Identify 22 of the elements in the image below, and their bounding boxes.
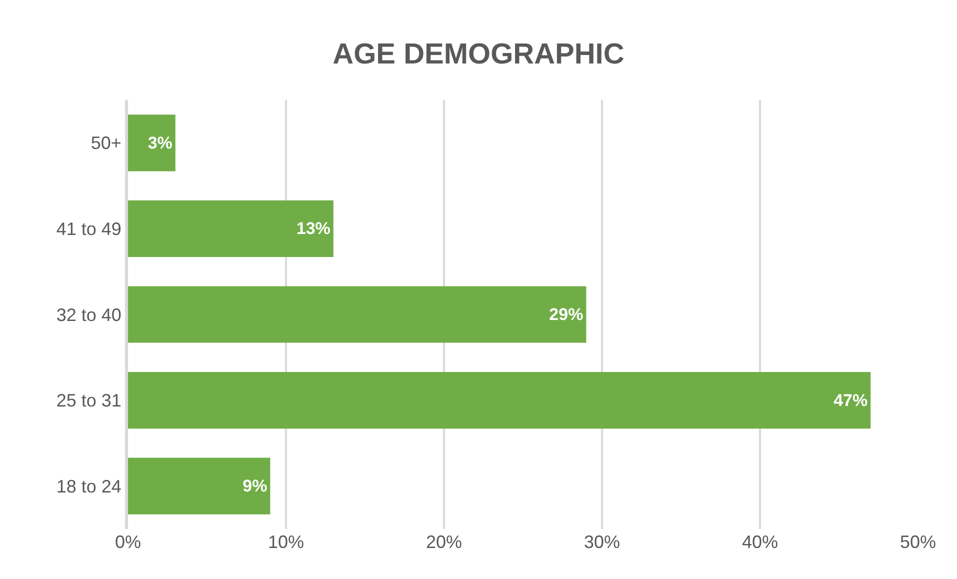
x-tick-label: 0% <box>114 532 142 552</box>
y-tick-label: 41 to 49 <box>56 219 122 239</box>
chart-title: AGE DEMOGRAPHIC <box>332 38 624 71</box>
x-tick-label: 30% <box>584 532 620 552</box>
bar <box>128 114 176 172</box>
y-tick-label: 18 to 24 <box>56 476 122 496</box>
y-tick-label: 50+ <box>90 133 122 154</box>
data-label: 13% <box>296 219 330 238</box>
data-label: 3% <box>148 133 172 152</box>
data-label: 9% <box>242 476 268 496</box>
y-tick-label: 32 to 40 <box>56 304 122 325</box>
x-tick-label: 20% <box>426 532 462 552</box>
bar <box>128 200 334 258</box>
y-tick-label: 25 to 31 <box>56 390 122 411</box>
x-tick-label: 10% <box>268 532 304 552</box>
data-label: 47% <box>834 390 868 410</box>
x-tick-label: 40% <box>742 532 778 552</box>
bar <box>128 458 270 514</box>
bar <box>128 286 586 343</box>
bar <box>128 372 871 429</box>
data-label: 29% <box>549 305 584 324</box>
x-tick-label: 50% <box>900 532 936 552</box>
